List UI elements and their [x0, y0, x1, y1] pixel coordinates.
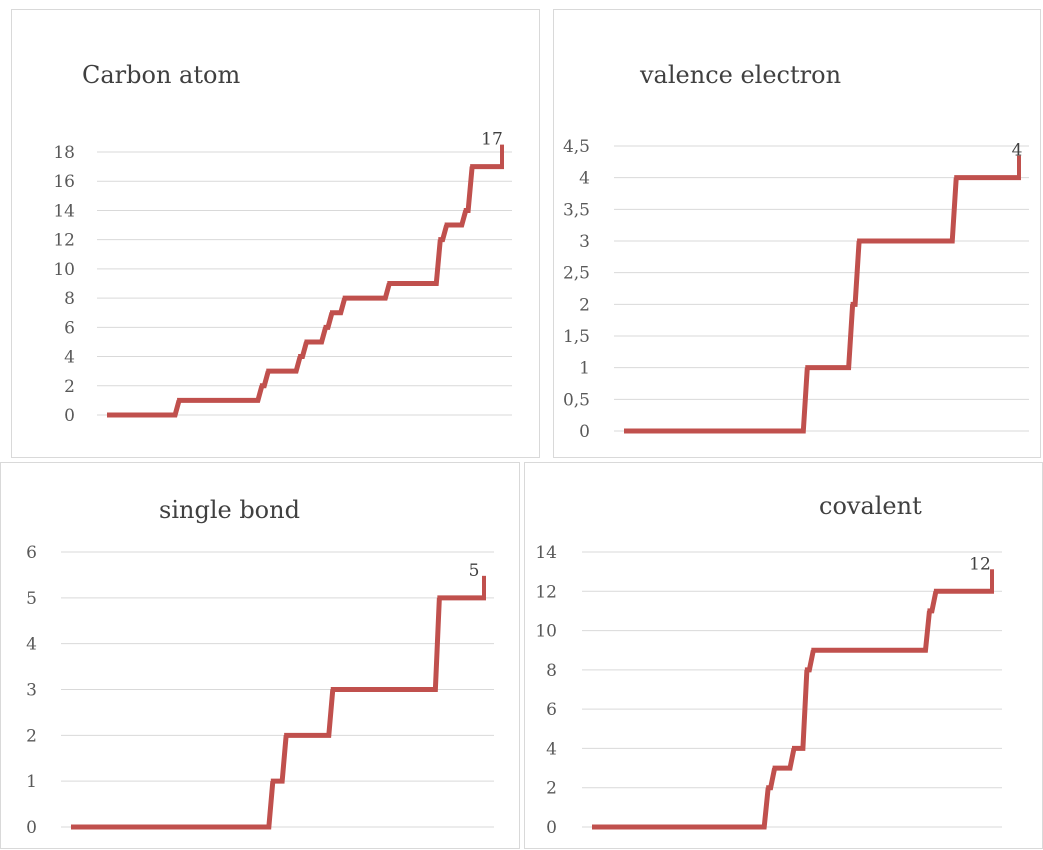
y-tick-label: 0	[546, 818, 557, 838]
y-tick-label: 0	[64, 406, 75, 426]
y-tick-label: 8	[546, 661, 557, 681]
data-label: 12	[969, 554, 991, 574]
chart-covalent: covalent 0 2 4 6 8 10 12 14 12	[535, 492, 1002, 838]
series-line-valence-electron	[624, 175, 1021, 434]
y-tick-label: 0	[26, 818, 37, 838]
y-tick-label: 4	[546, 739, 557, 759]
y-tick-label: 2	[26, 726, 37, 746]
y-tick-label: 5	[26, 589, 37, 609]
y-tick-label: 1,5	[563, 327, 590, 347]
data-label: 5	[469, 561, 480, 581]
chart-panel-valence-electron: valence electron 0 0,5 1 1,5 2 2,5 3 3,5 4 4,5 4	[553, 9, 1041, 458]
y-tick-label: 0,5	[563, 390, 590, 410]
data-label: 4	[1012, 141, 1023, 161]
chart-title: valence electron	[639, 61, 841, 89]
y-tick-label: 4,5	[563, 137, 590, 157]
data-label: 17	[481, 130, 503, 150]
chart-panel-covalent: covalent 0 2 4 6 8 10 12 14 12	[524, 462, 1043, 849]
y-tick-label: 0	[579, 422, 590, 442]
chart-title: single bond	[159, 496, 300, 524]
chart-panel-carbon-atom: Carbon atom 0 2 4 6 8 10 12 14 16 18 17	[11, 9, 540, 458]
y-tick-label: 10	[535, 622, 557, 642]
chart-title: covalent	[819, 492, 922, 520]
y-tick-label: 12	[53, 231, 75, 251]
y-tick-label: 4	[64, 348, 75, 368]
y-tick-label: 16	[53, 172, 75, 192]
y-tick-label: 1	[579, 359, 590, 379]
y-tick-label: 4	[26, 635, 37, 655]
chart-panel-single-bond: single bond 0 1 2 3 4 5 6 5	[0, 462, 520, 849]
y-tick-label: 2	[579, 295, 590, 315]
series-line-covalent	[592, 588, 994, 830]
y-tick-label: 12	[535, 582, 557, 602]
series-line-single-bond	[71, 595, 486, 830]
y-tick-label: 3	[26, 681, 37, 701]
chart-valence-electron: valence electron 0 0,5 1 1,5 2 2,5 3 3,5 4 4,5 4	[563, 61, 1029, 442]
y-tick-label: 4	[579, 169, 590, 189]
y-tick-label: 6	[546, 700, 557, 720]
y-tick-label: 14	[53, 201, 75, 221]
series-line-carbon-atom	[107, 164, 504, 418]
chart-carbon-atom: Carbon atom 0 2 4 6 8 10 12 14 16 18 17	[53, 61, 512, 426]
y-tick-label: 8	[64, 289, 75, 309]
y-tick-label: 1	[26, 772, 37, 792]
chart-single-bond: single bond 0 1 2 3 4 5 6 5	[26, 496, 494, 838]
y-tick-label: 14	[535, 543, 557, 563]
y-tick-label: 3,5	[563, 200, 590, 220]
y-tick-label: 6	[64, 318, 75, 338]
chart-title: Carbon atom	[82, 61, 240, 89]
y-tick-label: 18	[53, 143, 75, 163]
y-tick-label: 2,5	[563, 264, 590, 284]
y-tick-label: 6	[26, 543, 37, 563]
y-tick-label: 2	[64, 377, 75, 397]
y-tick-label: 2	[546, 779, 557, 799]
y-tick-label: 10	[53, 260, 75, 280]
y-tick-label: 3	[579, 232, 590, 252]
